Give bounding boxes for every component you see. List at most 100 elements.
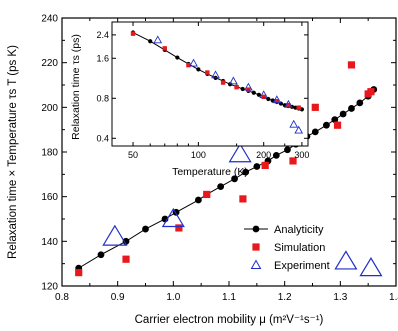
- inset-data: [130, 30, 305, 134]
- inset-simulation-point: [286, 102, 291, 108]
- inset-x-tick-label: 200: [256, 150, 271, 160]
- main-simulation-point: [347, 61, 356, 69]
- inset-y-tick-label: 1.6: [96, 53, 109, 63]
- main-data: [75, 61, 383, 277]
- main-x-tick-label: 1.0: [166, 292, 180, 303]
- legend-marker-circle: [252, 225, 260, 233]
- inset-experiment-point: [229, 76, 238, 85]
- inset-experiment-point: [294, 125, 304, 134]
- legend-label: Analyticity: [274, 224, 324, 236]
- inset-simulation-point: [296, 105, 301, 110]
- inset-experiment-point: [259, 90, 269, 99]
- main-analyticity-point: [142, 225, 149, 233]
- inset-x-tick-label: 50: [128, 150, 138, 160]
- main-simulation-point: [239, 195, 247, 203]
- inset-simulation-point: [186, 62, 191, 68]
- inset-simulation-point: [220, 80, 226, 85]
- main-simulation-point: [311, 103, 319, 111]
- legend-marker-triangle: [250, 259, 262, 269]
- main-x-tick-label: 0.9: [111, 292, 125, 303]
- main-y-tick-label: 160: [41, 192, 58, 203]
- main-x-tick-label: 1.2: [278, 292, 292, 303]
- legend: Analyticity Simulation Experiment: [244, 224, 330, 272]
- main-simulation-point: [289, 157, 297, 165]
- inset-x-tick-label: 100: [191, 150, 206, 160]
- main-experiment-point: [334, 250, 358, 270]
- main-x-tick-label: 1.1: [222, 292, 236, 303]
- inset-y-tick-label: 0.4: [96, 133, 109, 143]
- main-analyticity-point: [217, 183, 225, 191]
- inset-simulation-point: [261, 94, 266, 100]
- main-simulation-point: [203, 190, 211, 199]
- inset-y-axis-title: Relaxation time τs (ps): [70, 34, 82, 140]
- inset-experiment-point: [211, 70, 220, 79]
- inset-simulation-point: [130, 31, 136, 36]
- main-experiment-point: [359, 256, 383, 277]
- inset-simulation-point: [205, 70, 210, 75]
- inset-experiment-point: [244, 82, 253, 91]
- inset-simulation-point: [234, 84, 239, 90]
- main-y-tick-label: 140: [41, 237, 58, 248]
- inset-x-tick-label: 300: [294, 150, 309, 160]
- main-y-tick-label: 220: [41, 58, 58, 69]
- inset-x-axis-title: Temperature (K): [172, 166, 248, 178]
- main-analyticity-point: [331, 116, 339, 124]
- inset-analyticity-point: [240, 86, 245, 92]
- main-y-tick-label: 120: [41, 282, 58, 293]
- main-analyticity-point: [97, 251, 105, 259]
- main-analyticity-point: [311, 128, 319, 136]
- inset-experiment-point: [272, 95, 282, 104]
- main-ticks: 0.8 0.9 1.0 1.1 1.2 1.3 1.4 120 140 160 180 200 220 2…: [41, 14, 398, 304]
- main-y-axis-title: Relaxation time × Temperature τs T (ps K…: [7, 45, 19, 259]
- main-analyticity-point: [339, 110, 347, 118]
- inset-experiment-point: [189, 58, 198, 67]
- inset-y-tick-label: 2.4: [96, 30, 109, 40]
- main-x-tick-label: 1.4: [389, 292, 398, 303]
- main-x-axis-title: Carrier electron mobility μ (m²V⁻¹s⁻¹): [135, 314, 324, 326]
- main-analyticity-point: [323, 121, 330, 129]
- legend-label: Experiment: [274, 260, 330, 272]
- main-simulation-point: [333, 121, 342, 129]
- inset-simulation-point: [274, 99, 280, 104]
- main-simulation-point: [122, 255, 130, 263]
- inset-simulation-point: [162, 46, 167, 51]
- inset-analyticity-point: [256, 92, 261, 97]
- inset-analyticity-point: [175, 55, 180, 60]
- legend-label: Simulation: [274, 242, 325, 254]
- main-analyticity-point: [284, 146, 291, 154]
- main-analyticity-point: [253, 163, 261, 170]
- main-analyticity-point: [194, 196, 202, 204]
- inset-analyticity-point: [278, 101, 283, 106]
- main-y-tick-label: 200: [41, 103, 58, 114]
- inset-analyticity-point: [196, 67, 201, 72]
- main-simulation-point: [261, 161, 269, 169]
- inset-analyticity-point: [251, 90, 256, 95]
- legend-item-analyticity: Analyticity: [244, 224, 324, 236]
- inset-experiment-point: [284, 99, 293, 108]
- legend-item-experiment: Experiment: [250, 259, 330, 272]
- main-simulation-point: [75, 269, 83, 277]
- legend-item-simulation: Simulation: [252, 242, 325, 254]
- inset-analyticity-point: [148, 39, 153, 44]
- main-analyticity-point: [272, 151, 280, 159]
- main-analyticity-point: [242, 168, 250, 176]
- main-analyticity-point: [356, 99, 364, 107]
- main-experiment-point: [161, 207, 185, 228]
- inset-ticks: 50 100 200 300 0.4 0.8 1.6 2.4: [96, 22, 309, 160]
- inset-y-tick-label: 0.8: [96, 93, 109, 103]
- main-x-tick-label: 1.3: [333, 292, 347, 303]
- inset-experiment-point: [289, 119, 299, 128]
- legend-marker-square: [252, 243, 260, 251]
- main-x-tick-label: 0.8: [55, 292, 69, 303]
- main-y-tick-label: 180: [41, 148, 58, 159]
- main-simulation-point: [175, 224, 183, 232]
- main-simulation-point: [364, 90, 372, 98]
- main-analyticity-point: [122, 237, 130, 245]
- inset-experiment-point: [153, 35, 163, 44]
- main-analyticity-point: [348, 105, 355, 112]
- main-experiment-point: [102, 224, 128, 246]
- main-experiment-point: [228, 143, 252, 163]
- inset-plot-frame: [111, 21, 309, 147]
- inset-analyticity-point: [293, 105, 298, 110]
